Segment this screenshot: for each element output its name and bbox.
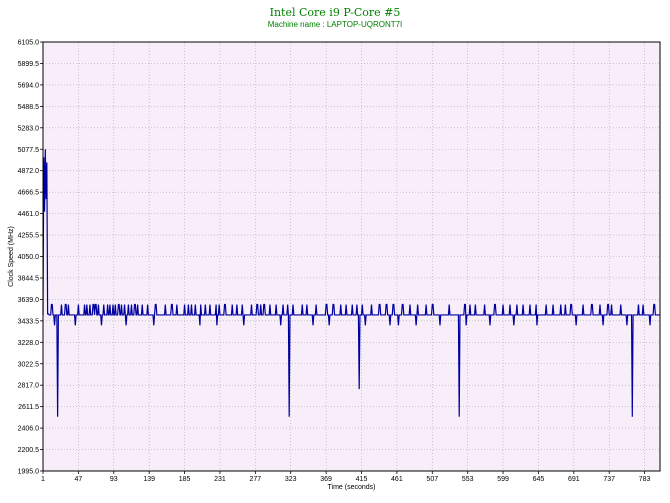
y-axis-label: Clock Speed (MHz) bbox=[8, 226, 15, 287]
y-tick-label: 5694.0 bbox=[18, 82, 40, 89]
x-tick-label: 93 bbox=[110, 476, 118, 483]
x-tick-label: 323 bbox=[285, 476, 297, 483]
y-tick-label: 5283.0 bbox=[18, 125, 40, 132]
plot-frame bbox=[42, 41, 661, 472]
x-tick-label: 47 bbox=[74, 476, 82, 483]
chart-subtitle: Machine name : LAPTOP-UQRONT7I bbox=[268, 20, 403, 29]
x-tick-label: 415 bbox=[356, 476, 368, 483]
x-axis-label: Time (seconds) bbox=[328, 484, 376, 491]
y-tick-label: 2200.5 bbox=[18, 447, 40, 454]
x-tick-label: 599 bbox=[497, 476, 509, 483]
y-tick-label: 3228.0 bbox=[18, 340, 40, 347]
y-tick-label: 3022.5 bbox=[18, 361, 40, 368]
y-tick-label: 2817.0 bbox=[18, 383, 40, 390]
grid-lines bbox=[43, 42, 660, 471]
y-tick-label: 1995.0 bbox=[18, 469, 40, 476]
x-tick-label: 645 bbox=[533, 476, 545, 483]
y-tick-label: 3844.5 bbox=[18, 275, 40, 282]
y-tick-label: 3639.0 bbox=[18, 297, 40, 304]
y-tick-label: 5899.5 bbox=[18, 61, 40, 68]
y-tick-label: 4872.0 bbox=[18, 168, 40, 175]
y-tick-label: 4050.0 bbox=[18, 254, 40, 261]
plot-area bbox=[43, 42, 660, 471]
y-tick-label: 5077.5 bbox=[18, 147, 40, 154]
x-axis-ticks: 1 47 93 139 185 231 277 323 369 415 461 507 553 599 64… bbox=[41, 471, 651, 483]
x-tick-label: 369 bbox=[320, 476, 332, 483]
x-tick-label: 185 bbox=[179, 476, 191, 483]
y-tick-label: 4461.0 bbox=[18, 211, 40, 218]
y-tick-label: 2611.5 bbox=[18, 404, 39, 411]
x-tick-label: 277 bbox=[249, 476, 261, 483]
y-tick-label: 6105.0 bbox=[18, 40, 40, 47]
x-tick-label: 691 bbox=[568, 476, 580, 483]
x-tick-label: 507 bbox=[426, 476, 438, 483]
x-tick-label: 553 bbox=[462, 476, 474, 483]
x-tick-label: 1 bbox=[41, 476, 45, 483]
x-tick-label: 737 bbox=[603, 476, 615, 483]
x-tick-label: 461 bbox=[391, 476, 403, 483]
x-tick-label: 139 bbox=[143, 476, 155, 483]
x-tick-label: 231 bbox=[214, 476, 226, 483]
clock-speed-line bbox=[42, 149, 660, 417]
y-tick-label: 5488.5 bbox=[18, 104, 40, 111]
y-axis-ticks: 1995.0 2200.5 2406.0 2611.5 2817.0 3022.5 3228… bbox=[18, 40, 43, 476]
y-tick-label: 4255.5 bbox=[18, 233, 40, 240]
chart-title: Intel Core i9 P-Core #5 bbox=[270, 6, 401, 19]
x-tick-label: 783 bbox=[639, 476, 651, 483]
y-tick-label: 2406.0 bbox=[18, 426, 40, 433]
y-tick-label: 4666.5 bbox=[18, 190, 40, 197]
y-tick-label: 3433.5 bbox=[18, 318, 40, 325]
